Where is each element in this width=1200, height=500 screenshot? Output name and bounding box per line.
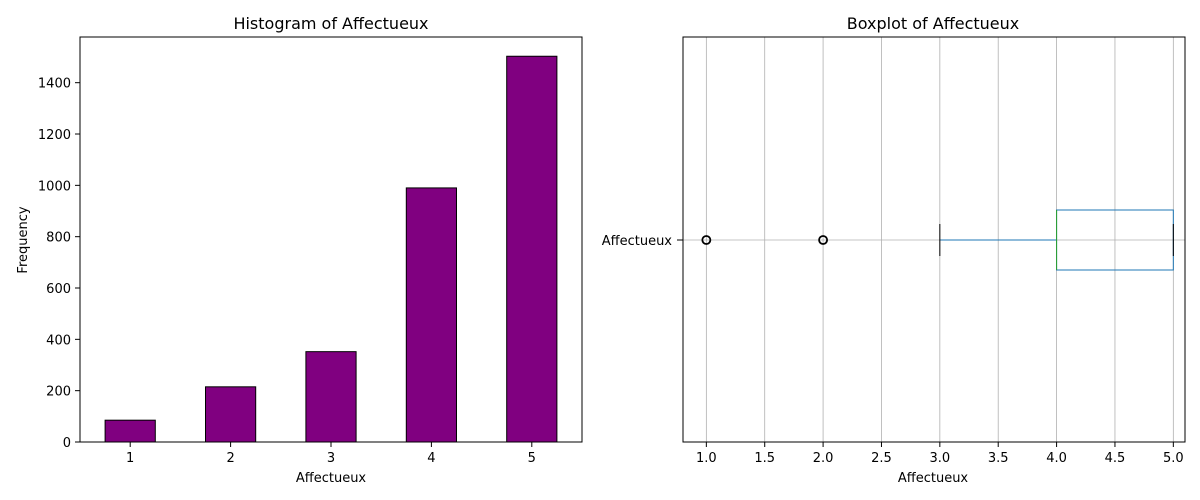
histogram-y-tick-label: 1400: [38, 77, 71, 92]
boxplot-panel: Boxplot of Affectueux 1.0 1.5 2.0 2.5 3.0 3.5…: [602, 14, 1186, 486]
histogram-x-tick-label: 4: [427, 451, 435, 466]
histogram-bar-1: [104, 419, 156, 443]
histogram-bar-5: [506, 55, 558, 443]
histogram-bar-2: [205, 386, 257, 443]
histogram-y-ticks: 0 200 400 600 800 1000 1200 1400: [38, 77, 80, 451]
boxplot-frame: [682, 36, 1186, 443]
boxplot-x-tick-label: 1.5: [754, 451, 775, 466]
histogram-x-tick-label: 5: [528, 451, 536, 466]
histogram-x-tick-label: 3: [327, 451, 335, 466]
boxplot-x-tick-label: 3.5: [988, 451, 1009, 466]
histogram-panel: Histogram of Affectueux 0 200 400 600 800 100…: [16, 14, 583, 486]
boxplot-x-tick-label: 4.5: [1105, 451, 1126, 466]
histogram-y-tick-label: 600: [46, 282, 71, 297]
boxplot-x-tick-label: 4.0: [1046, 451, 1067, 466]
histogram-bar-3: [305, 351, 357, 443]
boxplot-x-tick-label: 5.0: [1163, 451, 1184, 466]
histogram-frame: [79, 36, 583, 443]
boxplot-title: Boxplot of Affectueux: [847, 14, 1019, 33]
histogram-y-tick-label: 1200: [38, 128, 71, 143]
boxplot-shape: [701, 209, 1174, 271]
boxplot-x-tick-label: 2.0: [813, 451, 834, 466]
histogram-y-tick-label: 1000: [38, 179, 71, 194]
boxplot-outlier: [701, 235, 712, 245]
histogram-bar-4: [405, 187, 457, 443]
histogram-x-ticks: 1 2 3 4 5: [126, 442, 536, 466]
histogram-x-tick-label: 1: [126, 451, 134, 466]
histogram-bars: [104, 55, 558, 443]
histogram-y-tick-label: 400: [46, 333, 71, 348]
histogram-y-tick-label: 800: [46, 231, 71, 246]
histogram-title: Histogram of Affectueux: [233, 14, 428, 33]
boxplot-x-tick-label: 1.0: [696, 451, 717, 466]
boxplot-x-tick-label: 3.0: [929, 451, 950, 466]
histogram-x-tick-label: 2: [226, 451, 234, 466]
boxplot-outlier: [818, 235, 828, 245]
histogram-y-tick-label: 0: [63, 436, 71, 451]
histogram-y-tick-label: 200: [46, 385, 71, 400]
boxplot-x-label: Affectueux: [898, 471, 969, 486]
boxplot-x-ticks: 1.0 1.5 2.0 2.5 3.0 3.5 4.0 4.5 5.0: [696, 442, 1184, 466]
boxplot-x-tick-label: 2.5: [871, 451, 892, 466]
boxplot-category-label: Affectueux: [602, 234, 673, 249]
histogram-x-label: Affectueux: [296, 471, 367, 486]
histogram-y-label: Frequency: [16, 206, 31, 273]
boxplot-grid: [683, 37, 1185, 442]
